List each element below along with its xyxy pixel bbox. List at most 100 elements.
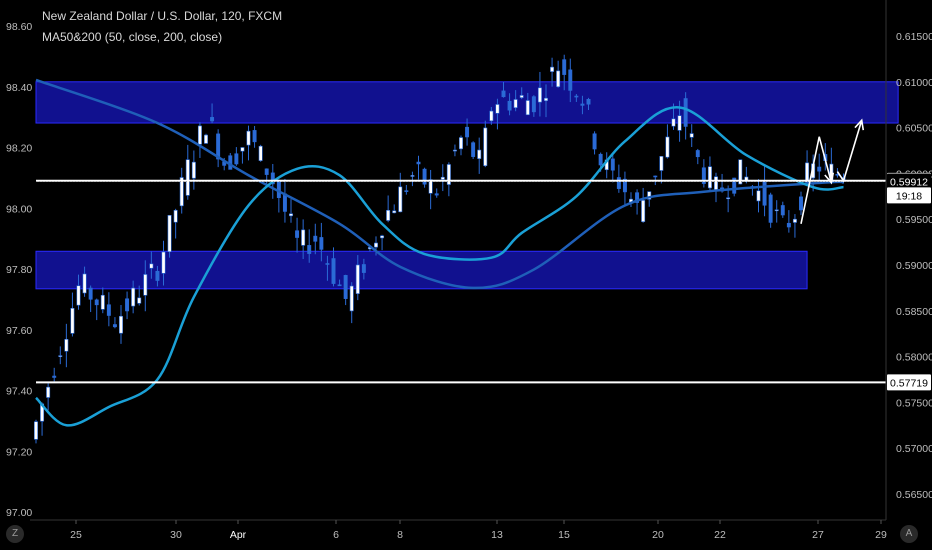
- candle-body: [671, 118, 676, 127]
- right-tick-label: 0.58500: [896, 306, 932, 318]
- candle-body: [598, 153, 603, 166]
- candles-layer: [34, 54, 846, 444]
- right-tick-label: 0.60500: [896, 123, 932, 135]
- time-tick-label: 30: [170, 529, 182, 541]
- candle-body: [349, 285, 354, 312]
- right-tick-label: 0.61000: [896, 77, 932, 89]
- candle-body: [780, 205, 785, 216]
- time-tick-label: Apr: [230, 529, 247, 541]
- left-tick-label: 97.80: [6, 264, 32, 276]
- candle-body: [732, 177, 737, 194]
- time-axis[interactable]: 25 30 Apr 6 8 13 15 20 22 27 29: [70, 520, 887, 541]
- candle-body: [440, 176, 445, 180]
- price-tag-text: 19:18: [896, 190, 922, 202]
- candle-body: [143, 274, 148, 296]
- candle-body: [119, 315, 123, 334]
- right-tick-label: 0.58000: [896, 352, 932, 364]
- price-tag-box: [887, 173, 931, 190]
- candle-body: [252, 130, 257, 143]
- right-axis[interactable]: 0.615000.610000.605000.600000.595000.590…: [896, 31, 932, 501]
- candle-body: [246, 130, 251, 146]
- time-tick-label: 25: [70, 529, 82, 541]
- candle-body: [398, 186, 403, 213]
- candle-body: [337, 284, 342, 287]
- candle-body: [562, 59, 567, 75]
- candle-body: [70, 308, 75, 334]
- candle-body: [386, 210, 391, 221]
- candle-body: [355, 264, 360, 294]
- candle-body: [525, 100, 530, 116]
- candle-body: [683, 98, 688, 127]
- levels-layer: [36, 179, 886, 384]
- candle-body: [550, 66, 555, 72]
- candle-body: [592, 133, 597, 150]
- candle-body: [307, 245, 312, 254]
- candle-body: [665, 136, 670, 158]
- candle-body: [58, 355, 63, 357]
- candle-body: [197, 125, 202, 145]
- time-tick-label: 6: [333, 529, 339, 541]
- arrow-head-1: [854, 118, 865, 131]
- candle-body: [313, 235, 318, 242]
- candle-body: [282, 193, 287, 212]
- right-tick-label: 0.57500: [896, 397, 932, 409]
- candle-body: [483, 127, 488, 167]
- candle-body: [380, 235, 385, 239]
- candle-body: [258, 145, 263, 161]
- auto-scale-icon[interactable]: A: [900, 525, 918, 543]
- candle-body: [544, 97, 548, 102]
- candle-body: [434, 193, 439, 196]
- candle-body: [817, 166, 822, 172]
- candle-body: [762, 180, 767, 206]
- candle-body: [689, 133, 694, 138]
- candle-body: [179, 177, 184, 207]
- candle-body: [325, 263, 330, 265]
- candle-body: [137, 297, 142, 304]
- projection-arrow-1: [836, 120, 863, 183]
- candle-body: [185, 159, 190, 196]
- candle-body: [191, 161, 196, 179]
- zones-layer: [35, 81, 899, 290]
- candle-body: [301, 229, 306, 246]
- candle-body: [416, 161, 421, 165]
- candle-body: [343, 275, 348, 299]
- supply-zone: [35, 81, 899, 124]
- candle-body: [88, 287, 93, 300]
- left-tick-label: 98.20: [6, 143, 32, 155]
- left-tick-label: 98.40: [6, 82, 32, 94]
- arrows-layer: [800, 118, 865, 224]
- candle-body: [240, 147, 245, 152]
- candle-body: [513, 99, 518, 108]
- candle-body: [289, 213, 293, 217]
- candle-body: [477, 149, 482, 159]
- candle-body: [131, 287, 136, 307]
- candle-body: [428, 179, 433, 194]
- candle-body: [768, 194, 773, 223]
- price-tag-text: 0.57719: [890, 377, 928, 389]
- candle-body: [155, 270, 160, 281]
- candle-body: [295, 230, 300, 238]
- candle-body: [531, 96, 536, 113]
- candle-body: [556, 70, 561, 88]
- candle-body: [34, 421, 38, 440]
- price-tag-text: 0.59912: [890, 176, 928, 188]
- time-tick-label: 27: [812, 529, 824, 541]
- candle-body: [270, 172, 275, 185]
- candle-body: [471, 142, 476, 157]
- ma50-line: [35, 106, 844, 427]
- time-tick-label: 8: [397, 529, 403, 541]
- candle-body: [489, 110, 494, 122]
- candle-body: [616, 177, 621, 189]
- candle-body: [82, 273, 87, 294]
- candle-body: [112, 324, 117, 328]
- ma200-line: [35, 78, 845, 290]
- candle-body: [210, 117, 215, 122]
- candle-body: [459, 137, 463, 150]
- candle-body: [756, 190, 761, 202]
- candle-body: [537, 87, 542, 103]
- zoom-icon[interactable]: Z: [6, 525, 24, 543]
- candle-body: [635, 192, 640, 203]
- candle-body: [361, 264, 366, 273]
- indicator-label[interactable]: MA50&200 (50, close, 200, close): [42, 30, 223, 44]
